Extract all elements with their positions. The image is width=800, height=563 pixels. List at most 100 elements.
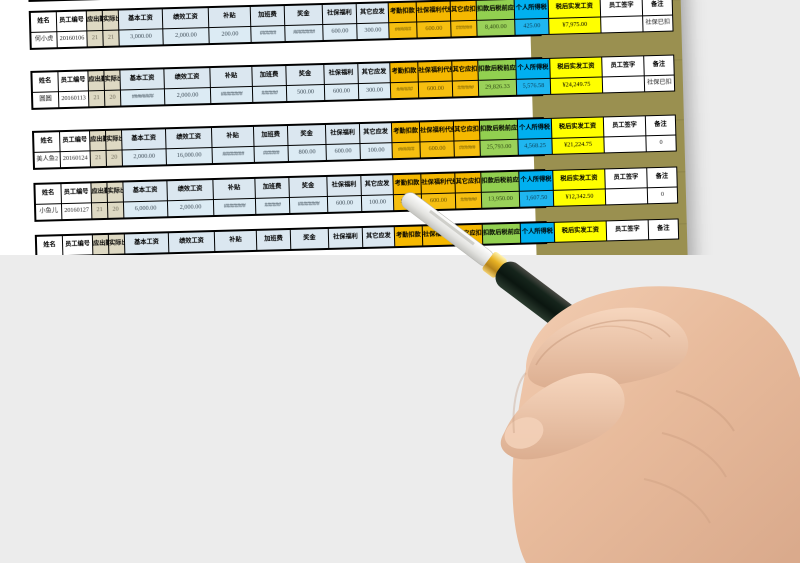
- col-header-pretax-payable: 扣款后税前应发: [481, 171, 520, 192]
- cell-performance-salary[interactable]: 16,000.00: [166, 148, 212, 165]
- cell-income-tax[interactable]: 425.00: [515, 18, 549, 35]
- cell-income-tax[interactable]: 5,576.58: [516, 78, 550, 95]
- cell-employee-id[interactable]: 20160106: [57, 31, 87, 48]
- cell-other-payable[interactable]: 100.00: [360, 143, 392, 160]
- cell-pretax-payable[interactable]: 13,950.00: [481, 191, 519, 208]
- cell-base-salary[interactable]: 6,000.00: [123, 201, 167, 218]
- col-header-social-welfare-deduction: 社保福利代缴扣款: [416, 1, 451, 22]
- salary-slip[interactable]: 姓名员工编号应出勤实际出勤基本工资绩效工资补贴加班费奖金社保福利其它应发考勤扣款…: [33, 169, 546, 222]
- cell-attendance-deduction[interactable]: ######: [392, 142, 420, 159]
- cell-base-salary[interactable]: ########: [120, 89, 164, 106]
- cell-remark[interactable]: 0: [647, 187, 677, 204]
- cell-other-deduction[interactable]: ######: [454, 140, 480, 157]
- cell-subsidy[interactable]: ########: [213, 198, 255, 215]
- col-header-social-welfare-deduction: 社保福利代缴扣款: [418, 61, 453, 82]
- cell-overtime-fee[interactable]: ######: [255, 197, 289, 214]
- col-header-social-welfare: 社保福利: [325, 124, 360, 145]
- col-header-performance-salary: 绩效工资: [167, 180, 214, 201]
- cell-signature[interactable]: [602, 76, 644, 93]
- cell-income-tax[interactable]: 4,568.25: [518, 138, 552, 155]
- cell-other-deduction[interactable]: ######: [451, 20, 477, 37]
- col-header-actual-attend: 实际出勤: [108, 234, 125, 254]
- cell-should-attend[interactable]: 21: [88, 90, 104, 106]
- cell-name[interactable]: 小鱼儿: [35, 204, 61, 221]
- cell-overtime-fee[interactable]: ######: [254, 145, 288, 162]
- cell-should-attend[interactable]: 21: [91, 202, 107, 218]
- cell-performance-salary[interactable]: 2,000.00: [164, 88, 210, 105]
- cell-other-payable[interactable]: 300.00: [357, 23, 389, 40]
- cell-social-welfare-deduction[interactable]: 600.00: [421, 193, 455, 210]
- salary-slip[interactable]: 姓名员工编号应出勤实际出勤基本工资绩效工资补贴加班费奖金社保福利其它应发考勤扣款…: [29, 0, 542, 50]
- cell-social-welfare-deduction[interactable]: 600.00: [418, 81, 452, 98]
- cell-employee-id[interactable]: 20160113: [58, 91, 88, 108]
- sheet-canvas[interactable]: 00000000000000000000000000000000 姓名员工编号应…: [0, 0, 688, 284]
- col-header-bonus: 奖金: [290, 228, 329, 249]
- cell-pretax-payable[interactable]: 25,793.00: [480, 139, 518, 156]
- col-header-net-salary: 税后实发工资: [550, 57, 603, 78]
- cell-other-payable[interactable]: 300.00: [358, 83, 390, 100]
- cell-bonus[interactable]: 500.00: [286, 84, 324, 101]
- cell-social-welfare[interactable]: 600.00: [324, 84, 358, 101]
- cell-remark[interactable]: 社保已扣: [643, 15, 673, 32]
- cell-net-salary[interactable]: ¥21,224.75: [552, 137, 604, 154]
- cell-remark[interactable]: 0: [646, 135, 676, 152]
- salary-slip[interactable]: 姓名员工编号应出勤实际出勤基本工资绩效工资补贴加班费奖金社保福利其它应发考勤扣款…: [35, 221, 547, 258]
- cell-subsidy[interactable]: ########: [212, 146, 254, 163]
- col-header-subsidy: 补贴: [211, 126, 254, 147]
- cell-actual-attend[interactable]: 20: [104, 90, 120, 106]
- cell-name[interactable]: 何小虎: [31, 32, 57, 49]
- cell-pretax-payable[interactable]: 29,826.33: [478, 79, 516, 96]
- cell-performance-salary[interactable]: 2,000.00: [167, 200, 213, 217]
- col-header-net-salary: 税后实发工资: [553, 169, 606, 190]
- cell-social-welfare[interactable]: 600.00: [326, 144, 360, 161]
- cell-bonus[interactable]: ########: [285, 25, 323, 42]
- cell-should-attend[interactable]: 21: [87, 30, 103, 46]
- cell-employee-id[interactable]: 20160124: [60, 151, 90, 168]
- cell-name[interactable]: 圆圆: [32, 92, 58, 109]
- cell-actual-attend[interactable]: 20: [106, 150, 122, 166]
- cell-signature[interactable]: [604, 136, 646, 153]
- cell-other-payable[interactable]: 100.00: [361, 195, 393, 212]
- cell-performance-salary[interactable]: 2,000.00: [163, 28, 209, 45]
- cell-net-salary[interactable]: ¥12,342.50: [553, 189, 605, 206]
- cell-subsidy[interactable]: 200.00: [209, 26, 251, 43]
- cell-actual-attend[interactable]: 21: [103, 30, 119, 46]
- cell-net-salary[interactable]: ¥7,975.00: [549, 17, 601, 34]
- cell-signature[interactable]: [601, 16, 643, 33]
- cell-attendance-deduction[interactable]: ######: [390, 82, 418, 99]
- cell-other-deduction[interactable]: ######: [452, 80, 478, 97]
- salary-slip[interactable]: 姓名员工编号应出勤实际出勤基本工资绩效工资补贴加班费奖金社保福利其它应发考勤扣款…: [32, 117, 545, 170]
- cell-remark[interactable]: 社保已扣: [644, 75, 674, 92]
- cell-other-deduction[interactable]: ######: [455, 192, 481, 209]
- cell-attendance-deduction[interactable]: 50.00: [393, 194, 421, 211]
- col-header-subsidy: 补贴: [210, 66, 253, 87]
- cell-social-welfare-deduction[interactable]: 600.00: [417, 21, 451, 38]
- col-header-signature: 员工签字: [602, 56, 645, 77]
- cell-base-salary[interactable]: 3,000.00: [119, 29, 163, 46]
- cell-should-attend[interactable]: 21: [90, 150, 106, 166]
- cell-net-salary[interactable]: ¥24,249.75: [550, 77, 602, 94]
- col-header-should-attend: 应出勤: [90, 130, 107, 150]
- cell-social-welfare[interactable]: 600.00: [327, 196, 361, 213]
- salary-slip[interactable]: 姓名员工编号应出勤实际出勤基本工资绩效工资补贴加班费奖金社保福利其它应发考勤扣款…: [30, 57, 543, 110]
- cell-income-tax[interactable]: 1,607.50: [519, 190, 553, 207]
- cell-overtime-fee[interactable]: ######: [251, 26, 285, 43]
- cell-actual-attend[interactable]: 20: [107, 202, 123, 218]
- col-header-pretax-payable: 扣款后税前应发: [482, 223, 521, 244]
- cell-attendance-deduction[interactable]: ######: [389, 22, 417, 39]
- cell-bonus[interactable]: 800.00: [288, 144, 326, 161]
- cell-overtime-fee[interactable]: ######: [252, 86, 286, 103]
- cell-pretax-payable[interactable]: 8,400.00: [477, 19, 515, 36]
- cell-employee-id[interactable]: 20160127: [61, 203, 91, 220]
- cell-bonus[interactable]: ########: [289, 196, 327, 213]
- cell-social-welfare[interactable]: 600.00: [323, 24, 357, 41]
- cell-signature[interactable]: [605, 188, 647, 205]
- cell-subsidy[interactable]: ########: [210, 86, 252, 103]
- cell-name[interactable]: 美人鱼2: [34, 152, 60, 169]
- cell-base-salary[interactable]: 2,000.00: [122, 149, 166, 166]
- col-header-actual-attend: 实际出勤: [104, 70, 121, 90]
- col-header-signature: 员工签字: [600, 0, 643, 17]
- col-header-bonus: 奖金: [284, 5, 323, 26]
- col-header-remark: 备注: [648, 219, 679, 240]
- cell-social-welfare-deduction[interactable]: 600.00: [420, 141, 454, 158]
